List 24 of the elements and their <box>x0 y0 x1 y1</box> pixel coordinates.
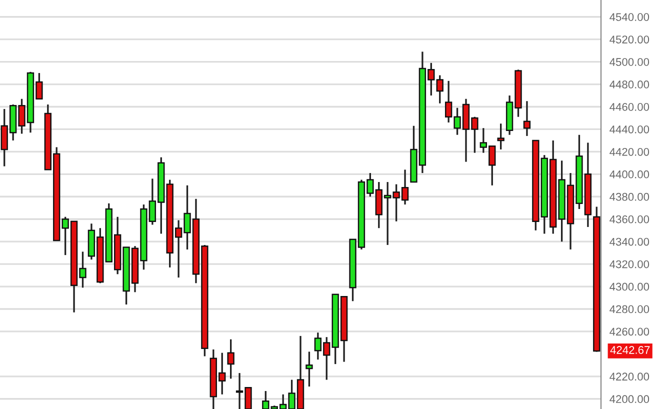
candlestick <box>227 338 234 380</box>
y-tick-label: 4260.00 <box>610 328 650 336</box>
y-tick-label: 4280.00 <box>610 305 650 314</box>
y-tick-label: 4400.00 <box>610 170 650 178</box>
candlestick <box>497 122 504 150</box>
y-tick-label: 4220.00 <box>610 372 650 381</box>
y-tick-label: 4360.00 <box>610 215 650 224</box>
y-tick-label: 4300.00 <box>610 282 650 291</box>
candlestick <box>306 350 313 388</box>
y-tick-label: 4380.00 <box>610 192 650 201</box>
y-tick-label: 4520.00 <box>610 36 650 44</box>
y-tick-label: 4320.00 <box>610 260 650 268</box>
y-tick-label: 4420.00 <box>610 148 650 156</box>
y-tick-label: 4460.00 <box>610 103 650 111</box>
candlestick <box>262 390 270 409</box>
y-tick-label: 4500.00 <box>610 58 650 66</box>
y-tick-label: 4540.00 <box>610 13 650 21</box>
y-tick-label: 4340.00 <box>610 238 650 246</box>
text: 4242.67 <box>610 346 650 354</box>
y-tick-label: 4440.00 <box>610 125 650 134</box>
y-tick-label: 4200.00 <box>610 395 650 404</box>
candlestick <box>436 74 444 104</box>
y-tick-label: 4480.00 <box>610 80 650 88</box>
candlestick <box>523 100 531 137</box>
